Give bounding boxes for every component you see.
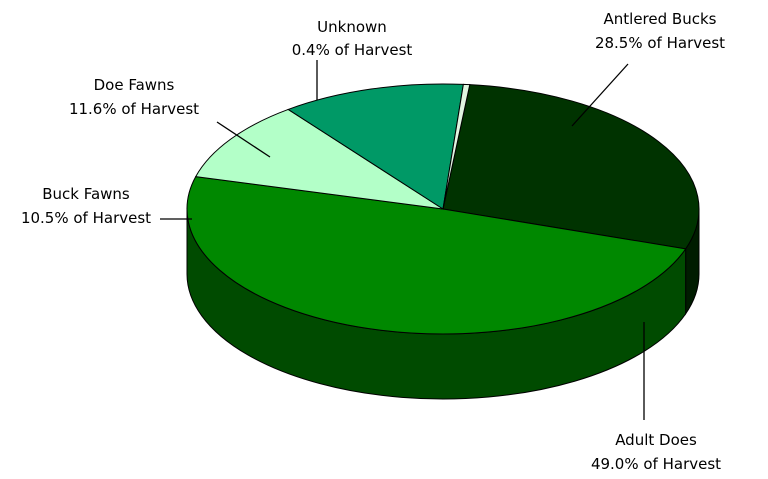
label-name-antlered-bucks: Antlered Bucks (604, 10, 717, 28)
label-pct-buck-fawns: 10.5% of Harvest (21, 209, 151, 227)
label-pct-antlered-bucks: 28.5% of Harvest (595, 34, 725, 52)
label-name-buck-fawns: Buck Fawns (42, 185, 130, 203)
label-pct-adult-does: 49.0% of Harvest (591, 455, 721, 473)
leader-doe-fawns (216, 121, 271, 158)
pie-slice-unknown (442, 83, 471, 210)
label-pct-unknown: 0.4% of Harvest (292, 41, 413, 59)
pie-slice-adult-does (186, 176, 687, 335)
label-name-doe-fawns: Doe Fawns (94, 76, 175, 94)
pie-slice-doe-fawns (287, 83, 464, 210)
pie-slice-antlered-bucks (442, 84, 700, 250)
leader-antlered-bucks (571, 63, 629, 127)
label-name-unknown: Unknown (317, 18, 387, 36)
label-pct-doe-fawns: 11.6% of Harvest (69, 100, 199, 118)
pie-slice-buck-fawns (194, 108, 444, 210)
label-name-adult-does: Adult Does (615, 431, 697, 449)
